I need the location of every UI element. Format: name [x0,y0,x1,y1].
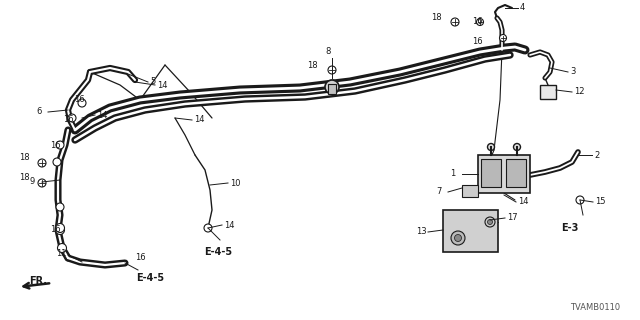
Text: 13: 13 [416,228,427,236]
Text: E-3: E-3 [561,223,579,233]
Circle shape [325,80,339,94]
Bar [462,185,478,197]
Bar [443,210,498,252]
Text: 17: 17 [507,213,518,222]
Circle shape [454,235,461,242]
Circle shape [38,179,46,187]
Circle shape [38,159,46,167]
Text: 16: 16 [472,37,483,46]
Circle shape [499,35,506,42]
Circle shape [488,143,495,150]
Text: 18: 18 [19,173,30,182]
Circle shape [68,114,76,122]
Text: 18: 18 [19,154,30,163]
Text: E-4-5: E-4-5 [204,247,232,257]
Circle shape [78,99,86,107]
Bar [540,85,556,99]
Text: 16: 16 [472,18,483,27]
Text: 2: 2 [594,150,599,159]
Text: 14: 14 [518,197,529,206]
Text: 16: 16 [74,95,84,105]
Text: 14: 14 [157,81,168,90]
Bar [506,159,526,187]
Text: 11: 11 [56,249,67,258]
Text: 9: 9 [30,178,35,187]
Text: 4: 4 [520,4,525,12]
Circle shape [576,196,584,204]
Circle shape [56,141,64,149]
Circle shape [451,18,459,26]
Text: 14: 14 [194,116,205,124]
Circle shape [204,224,212,232]
Circle shape [485,217,495,227]
Text: E-4-5: E-4-5 [136,273,164,283]
Text: 18: 18 [431,13,442,22]
Circle shape [56,203,64,211]
Text: 5: 5 [150,77,156,86]
Circle shape [513,143,520,150]
Text: 16: 16 [50,140,61,149]
Text: FR.: FR. [29,276,47,286]
Circle shape [328,66,336,74]
Text: 7: 7 [436,188,442,196]
Circle shape [56,223,65,233]
Circle shape [58,244,67,252]
Circle shape [56,226,65,235]
Text: 12: 12 [574,87,584,97]
Text: 16: 16 [135,253,146,262]
Text: 10: 10 [230,179,241,188]
Text: 1: 1 [450,170,455,179]
Circle shape [53,158,61,166]
Bar [478,155,530,193]
Text: TVAMB0110: TVAMB0110 [570,303,620,313]
Bar [481,159,501,187]
Circle shape [488,220,493,225]
Text: 14: 14 [97,110,108,119]
Text: 8: 8 [325,47,331,57]
Circle shape [451,231,465,245]
Text: 15: 15 [595,197,605,206]
Text: 18: 18 [307,60,318,69]
Circle shape [477,19,483,26]
Text: 3: 3 [570,68,575,76]
Text: 14: 14 [224,220,234,229]
Text: 16: 16 [50,226,61,235]
Text: 6: 6 [36,108,42,116]
Bar [328,84,336,94]
Text: 16: 16 [63,116,74,124]
